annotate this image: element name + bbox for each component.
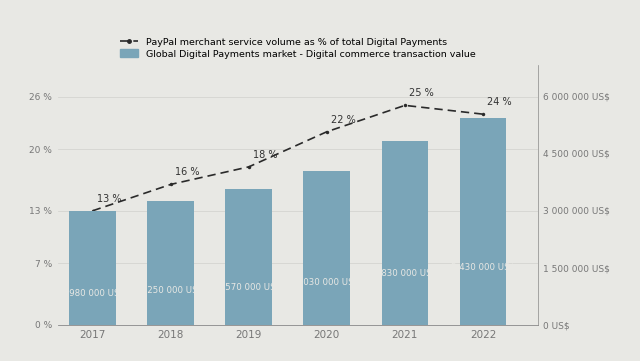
Bar (303, 171, 350, 325)
Bar (147, 201, 194, 325)
Text: 4 030 000 US$: 4 030 000 US$ (295, 277, 359, 286)
Bar (225, 189, 272, 325)
Text: 4 830 000 US$: 4 830 000 US$ (373, 269, 437, 278)
Bar (460, 118, 506, 325)
Text: 5 430 000 US$: 5 430 000 US$ (451, 262, 515, 271)
Text: 3 250 000 US$: 3 250 000 US$ (139, 286, 203, 295)
Text: 18 %: 18 % (253, 150, 277, 160)
Text: 25 %: 25 % (409, 88, 433, 98)
Bar (381, 141, 428, 325)
Text: 24 %: 24 % (487, 97, 511, 107)
Legend: PayPal merchant service volume as % of total Digital Payments, Global Digital Pa: PayPal merchant service volume as % of t… (118, 36, 477, 60)
Text: 2 980 000 US$: 2 980 000 US$ (61, 288, 125, 297)
Text: 22 %: 22 % (331, 115, 356, 125)
Text: 13 %: 13 % (97, 194, 121, 204)
Text: 16 %: 16 % (175, 168, 199, 177)
Text: 3 570 000 US$: 3 570 000 US$ (217, 282, 281, 291)
Bar (69, 211, 116, 325)
